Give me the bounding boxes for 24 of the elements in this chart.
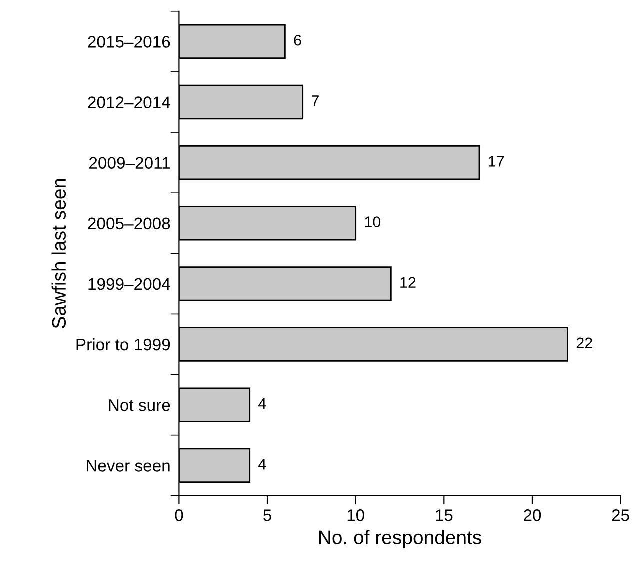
y-axis-title: Sawfish last seen <box>52 179 66 328</box>
data-label: 7 <box>312 96 319 106</box>
x-tick-label: 0 <box>175 510 184 522</box>
data-label: 6 <box>294 34 302 46</box>
x-tick-label: 5 <box>264 510 272 522</box>
y-tick-label: 2005–2008 <box>88 218 170 230</box>
data-label: 12 <box>400 277 416 288</box>
y-tick-label: Not sure <box>109 400 170 412</box>
x-tick-label: 10 <box>348 510 364 522</box>
data-label: 4 <box>258 459 266 470</box>
y-tick-label: 1999–2004 <box>88 278 170 290</box>
x-tick-label: 25 <box>612 510 630 522</box>
x-axis-title: No. of respondents <box>319 530 482 548</box>
data-label: 17 <box>488 156 504 167</box>
y-tick-label: Never seen <box>87 460 170 472</box>
data-label: 22 <box>576 338 592 348</box>
data-label: 10 <box>365 216 381 228</box>
y-tick-label: Prior to 1999 <box>76 338 170 351</box>
y-tick-label: 2009–2011 <box>90 157 170 170</box>
y-tick-label: 2012–2014 <box>88 96 170 108</box>
y-tick-label: 2015–2016 <box>88 36 170 48</box>
x-tick-label: 20 <box>524 510 542 522</box>
x-tick-label: 15 <box>436 510 453 522</box>
data-label: 4 <box>258 398 266 410</box>
